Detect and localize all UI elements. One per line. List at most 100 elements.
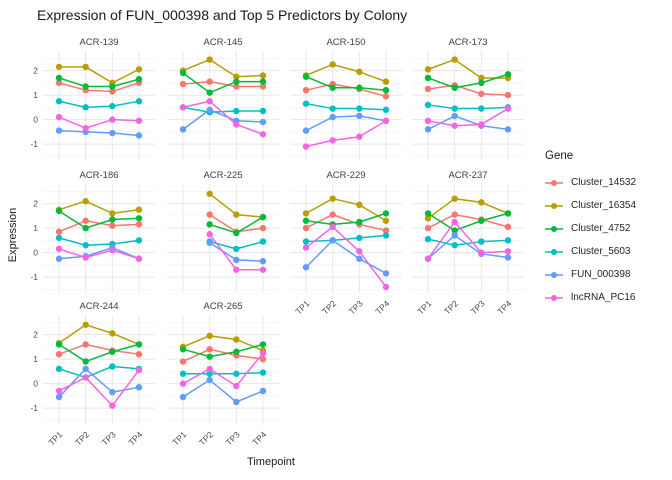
data-point-Cluster_4752 — [206, 89, 213, 96]
data-point-FUN_000398 — [259, 118, 267, 126]
legend-key-icon — [545, 294, 563, 301]
data-point-lncRNA_PC16 — [504, 248, 512, 255]
data-point-Cluster_14532 — [55, 228, 63, 235]
data-point-Cluster_14532 — [451, 211, 458, 218]
data-point-lncRNA_PC16 — [259, 349, 267, 357]
series-line-Cluster_16354 — [305, 63, 387, 83]
data-point-Cluster_14532 — [382, 93, 390, 100]
series-line-Cluster_5603 — [427, 238, 509, 246]
data-point-FUN_000398 — [179, 126, 187, 133]
data-point-Cluster_4752 — [451, 227, 458, 234]
series-line-Cluster_14532 — [182, 348, 264, 363]
data-point-Cluster_14532 — [504, 223, 512, 231]
series-line-Cluster_5603 — [58, 365, 140, 379]
data-point-lncRNA_PC16 — [424, 255, 432, 262]
series-line-FUN_000398 — [305, 115, 387, 132]
data-point-Cluster_5603 — [135, 237, 143, 244]
y-tick-label: 2 — [33, 199, 38, 209]
data-point-Cluster_16354 — [82, 197, 89, 205]
legend-key-dot — [551, 179, 557, 186]
data-point-Cluster_5603 — [259, 369, 267, 376]
data-point-Cluster_14532 — [424, 85, 432, 93]
data-point-Cluster_5603 — [478, 238, 485, 245]
x-tick-label: TP2 — [73, 429, 91, 447]
data-point-Cluster_16354 — [329, 61, 336, 68]
series-line-Cluster_14532 — [305, 213, 387, 232]
data-point-lncRNA_PC16 — [109, 246, 116, 254]
data-point-Cluster_5603 — [259, 107, 267, 115]
x-tick-label: TP4 — [250, 429, 268, 447]
data-point-Cluster_4752 — [135, 215, 143, 222]
legend-key-icon — [545, 225, 563, 232]
data-point-Cluster_14532 — [109, 88, 116, 95]
data-point-Cluster_16354 — [424, 66, 432, 73]
data-point-Cluster_14532 — [259, 83, 267, 90]
legend-key-icon — [545, 179, 563, 186]
data-point-Cluster_14532 — [302, 224, 310, 232]
facet-title: ACR-229 — [326, 170, 365, 181]
data-point-FUN_000398 — [329, 113, 336, 121]
data-point-Cluster_5603 — [504, 237, 512, 244]
x-tick-label: TP2 — [442, 298, 460, 316]
x-tick-label: TP4 — [495, 298, 513, 316]
data-point-FUN_000398 — [329, 237, 336, 244]
data-point-Cluster_16354 — [109, 210, 116, 217]
x-tick-label: TP1 — [170, 429, 188, 447]
data-point-Cluster_14532 — [206, 346, 213, 353]
facet-title: ACR-237 — [448, 170, 487, 181]
series-line-Cluster_16354 — [58, 66, 140, 84]
data-point-Cluster_14532 — [259, 355, 267, 363]
data-point-FUN_000398 — [504, 126, 512, 133]
legend-key-icon — [545, 202, 563, 209]
data-point-lncRNA_PC16 — [233, 382, 240, 390]
data-point-FUN_000398 — [135, 132, 143, 139]
data-point-Cluster_16354 — [233, 211, 240, 218]
data-point-Cluster_4752 — [478, 217, 485, 224]
series-line-FUN_000398 — [182, 108, 264, 131]
series-line-Cluster_16354 — [182, 335, 264, 352]
data-point-Cluster_4752 — [109, 83, 116, 90]
data-point-Cluster_4752 — [259, 341, 267, 348]
x-tick-label: TP2 — [197, 429, 215, 447]
series-line-Cluster_5603 — [427, 104, 509, 110]
data-point-lncRNA_PC16 — [179, 380, 187, 387]
data-point-lncRNA_PC16 — [329, 137, 336, 144]
data-point-Cluster_4752 — [179, 69, 187, 77]
data-point-Cluster_14532 — [82, 341, 89, 348]
data-point-lncRNA_PC16 — [109, 116, 116, 123]
facet-title: ACR-139 — [79, 37, 118, 48]
data-point-FUN_000398 — [82, 365, 89, 373]
data-point-Cluster_14532 — [109, 222, 116, 229]
facet-ACR-139: ACR-139 2 1 0 -1 — [30, 37, 155, 160]
legend-item-Cluster_14532: Cluster_14532 — [545, 171, 670, 194]
x-tick-label: TP1 — [293, 298, 311, 316]
y-tick-label: 2 — [33, 66, 38, 76]
legend-key-dot — [551, 248, 557, 255]
data-point-Cluster_14532 — [135, 350, 143, 358]
data-point-Cluster_4752 — [424, 210, 432, 217]
y-tick-label: 1 — [33, 90, 38, 100]
data-point-Cluster_5603 — [451, 105, 458, 112]
data-point-Cluster_4752 — [109, 348, 116, 355]
series-line-Cluster_16354 — [58, 323, 140, 346]
series-line-lncRNA_PC16 — [427, 107, 509, 127]
legend-key-dot — [551, 225, 557, 232]
data-point-lncRNA_PC16 — [504, 105, 512, 112]
data-point-Cluster_16354 — [329, 195, 336, 202]
data-point-Cluster_16354 — [356, 201, 363, 209]
data-point-Cluster_16354 — [206, 190, 213, 197]
data-point-FUN_000398 — [55, 127, 63, 134]
data-point-Cluster_4752 — [82, 358, 89, 365]
facet-title: ACR-265 — [203, 301, 242, 312]
data-point-Cluster_4752 — [259, 213, 267, 221]
legend-key-dot — [551, 271, 557, 278]
y-tick-label: 0 — [33, 115, 38, 125]
data-point-lncRNA_PC16 — [451, 122, 458, 129]
facet-title: ACR-244 — [79, 301, 118, 312]
data-point-Cluster_4752 — [179, 346, 187, 353]
data-point-Cluster_16354 — [356, 68, 363, 76]
data-point-Cluster_14532 — [179, 358, 187, 365]
legend-key-dot — [551, 202, 557, 209]
data-point-Cluster_14532 — [179, 80, 187, 88]
